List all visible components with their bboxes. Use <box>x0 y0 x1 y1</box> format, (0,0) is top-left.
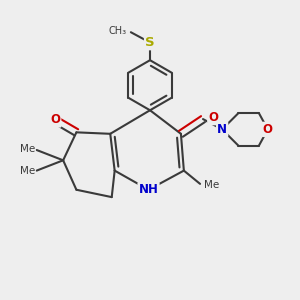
Text: Me: Me <box>205 180 220 190</box>
Text: S: S <box>145 36 155 49</box>
Text: Me: Me <box>20 144 35 154</box>
Text: N: N <box>217 123 227 136</box>
Text: O: O <box>263 123 273 136</box>
Text: O: O <box>208 111 218 124</box>
Text: Me: Me <box>20 166 35 176</box>
Text: CH₃: CH₃ <box>108 26 126 36</box>
Text: NH: NH <box>139 183 158 196</box>
Text: O: O <box>50 113 60 127</box>
